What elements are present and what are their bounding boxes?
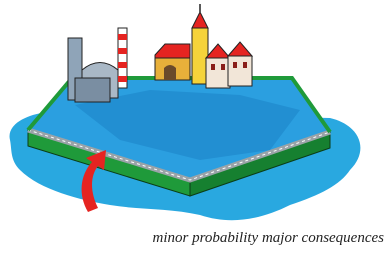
chimney (118, 28, 127, 88)
church (155, 44, 190, 80)
building-grey (75, 78, 110, 102)
caption: minor probability major consequences (153, 230, 385, 246)
page: minor probability major consequences (()… (0, 0, 387, 254)
houses (206, 42, 252, 88)
illustration: minor probability major consequences (0, 0, 387, 254)
